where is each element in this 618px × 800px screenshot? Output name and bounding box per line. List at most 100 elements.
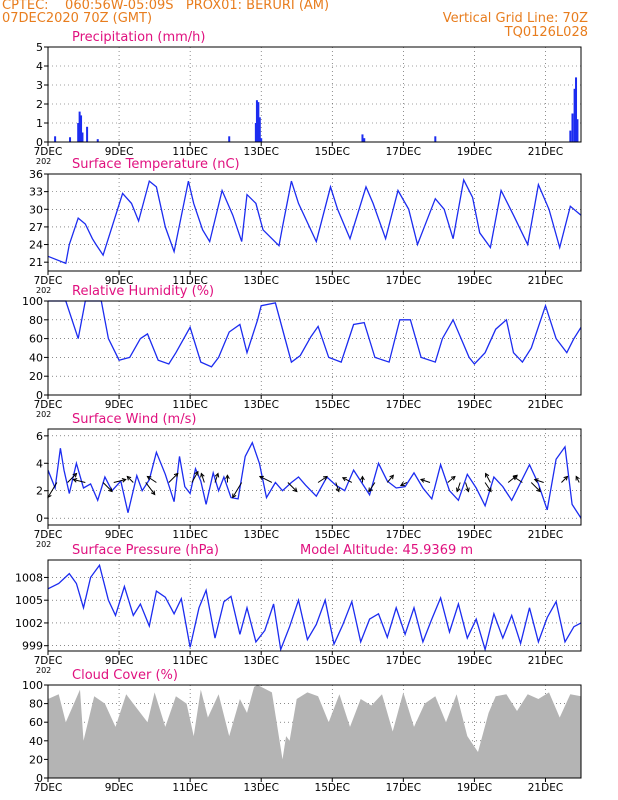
- temp-xtick-label: 13DEC: [243, 275, 278, 287]
- wind-arrow-head: [323, 475, 328, 481]
- temp-ytick-label: 24: [29, 239, 43, 252]
- wind-xtick-label: 17DEC: [386, 529, 421, 541]
- precip-bar: [571, 113, 574, 142]
- wind-title: Surface Wind (m/s): [72, 412, 196, 427]
- rh-xtick-label: 19DEC: [457, 399, 492, 411]
- temp-xtick-label: 19DEC: [457, 275, 492, 287]
- precip-xtick-label: 7DEC: [34, 146, 63, 158]
- wind-arrow: [456, 482, 461, 492]
- wind-arrow: [168, 473, 179, 483]
- grid-line-info: Vertical Grid Line: 70Z: [442, 11, 588, 26]
- rh-xtick-label: 17DEC: [386, 399, 421, 411]
- wind-arrow-head: [512, 475, 518, 481]
- wind-arrow-head: [173, 472, 179, 478]
- temp-xtick-label: 21DEC: [528, 275, 563, 287]
- cloud-ytick-label: 80: [29, 698, 43, 711]
- pres-annotation: Model Altitude: 45.9369 m: [300, 543, 473, 558]
- wind-xtick-label: 7DEC: [34, 529, 63, 541]
- precip-bar: [86, 126, 89, 142]
- precip-bar: [81, 132, 84, 142]
- precip-bar: [96, 139, 99, 142]
- rh-xtick-label: 9DEC: [105, 399, 134, 411]
- wind-arrow-head: [360, 475, 365, 481]
- wind-ytick-label: 6: [36, 430, 43, 443]
- temp-xtick-label: 7DEC: [34, 275, 63, 287]
- precip-bar: [228, 136, 231, 142]
- rh-frame: [47, 300, 582, 396]
- precip-year-stub: 202: [36, 157, 51, 166]
- precip-ytick-label: 4: [36, 60, 43, 73]
- cloud-xtick-label: 13DEC: [243, 782, 278, 794]
- wind-xtick-label: 11DEC: [172, 529, 207, 541]
- precip-title: Precipitation (mm/h): [72, 30, 205, 45]
- wind-series-line: [47, 441, 582, 519]
- precip-bar: [260, 138, 263, 142]
- cloud-xtick-label: 19DEC: [457, 782, 492, 794]
- wind-arrow-head: [419, 478, 426, 483]
- temp-xtick-label: 11DEC: [172, 275, 207, 287]
- wind-year-stub: 202: [36, 540, 51, 549]
- pres-ytick-label: 1002: [15, 617, 43, 630]
- precip-xtick-label: 21DEC: [528, 146, 563, 158]
- wind-arrow: [530, 482, 541, 492]
- wind-arrow: [73, 479, 86, 483]
- wind-arrow: [484, 482, 492, 492]
- wind-arrow-head: [225, 474, 230, 480]
- cloud-xtick-label: 17DEC: [386, 782, 421, 794]
- wind-arrow-head: [121, 477, 127, 483]
- wind-arrow-head: [194, 470, 199, 476]
- wind-arrow-head: [485, 472, 490, 478]
- wind-arrow: [317, 476, 328, 483]
- temp-series-line: [47, 177, 582, 265]
- precip-ytick-label: 3: [36, 79, 43, 92]
- wind-arrow-head: [214, 472, 220, 478]
- precip-xtick-label: 9DEC: [105, 146, 134, 158]
- wind-arrow: [575, 476, 580, 483]
- rh-ytick-label: 80: [29, 314, 43, 327]
- temp-xtick-label: 15DEC: [315, 275, 350, 287]
- temp-ytick-label: 21: [29, 256, 43, 269]
- wind-arrow-head: [232, 493, 237, 499]
- wind-arrow: [113, 479, 126, 483]
- cloud-ytick-label: 20: [29, 753, 43, 766]
- wind-frame: [47, 428, 582, 526]
- rh-ytick-label: 0: [36, 389, 43, 402]
- wind-arrow-head: [341, 477, 347, 482]
- wind-arrow-head: [108, 487, 113, 493]
- wind-arrow-head: [146, 475, 152, 481]
- cloud-title: Cloud Cover (%): [72, 668, 178, 683]
- chart-header: CPTEC: 060:56W-05:09S PROX01: BERURI (AM…: [0, 0, 618, 46]
- wind-arrow: [342, 477, 353, 483]
- temp-year-stub: 202: [36, 286, 51, 295]
- temp-ytick-label: 27: [29, 221, 43, 234]
- precip-bar: [78, 111, 81, 142]
- wind-xtick-label: 19DEC: [457, 529, 492, 541]
- wind-arrow: [386, 474, 394, 483]
- wind-arrow-head: [487, 487, 492, 493]
- wind-arrow-head: [368, 487, 373, 493]
- pres-title: Surface Pressure (hPa): [72, 543, 219, 558]
- rh-xtick-label: 11DEC: [172, 399, 207, 411]
- wind-arrow: [200, 473, 205, 483]
- wind-arrow-head: [455, 487, 461, 493]
- wind-arrow-head: [150, 490, 156, 496]
- run-date: 07DEC2020 70Z (GMT): [2, 11, 153, 26]
- wind-arrow: [145, 482, 156, 495]
- precip-bar: [69, 137, 72, 142]
- wind-arrow: [400, 482, 408, 486]
- precip-bar: [361, 134, 364, 142]
- cloud-area: [48, 685, 581, 778]
- pres-frame: [47, 559, 582, 652]
- model-name: TQ0126L028: [504, 25, 588, 40]
- wind-arrow-head: [536, 487, 541, 493]
- pres-xtick-label: 21DEC: [528, 655, 563, 667]
- wind-arrow: [534, 479, 544, 483]
- temp-xtick-label: 17DEC: [386, 275, 421, 287]
- wind-arrow: [67, 473, 77, 483]
- rh-xtick-label: 21DEC: [528, 399, 563, 411]
- wind-arrow-head: [563, 475, 569, 481]
- precip-bar: [257, 102, 260, 142]
- wind-arrow: [485, 473, 491, 483]
- wind-ytick-label: 0: [36, 512, 43, 525]
